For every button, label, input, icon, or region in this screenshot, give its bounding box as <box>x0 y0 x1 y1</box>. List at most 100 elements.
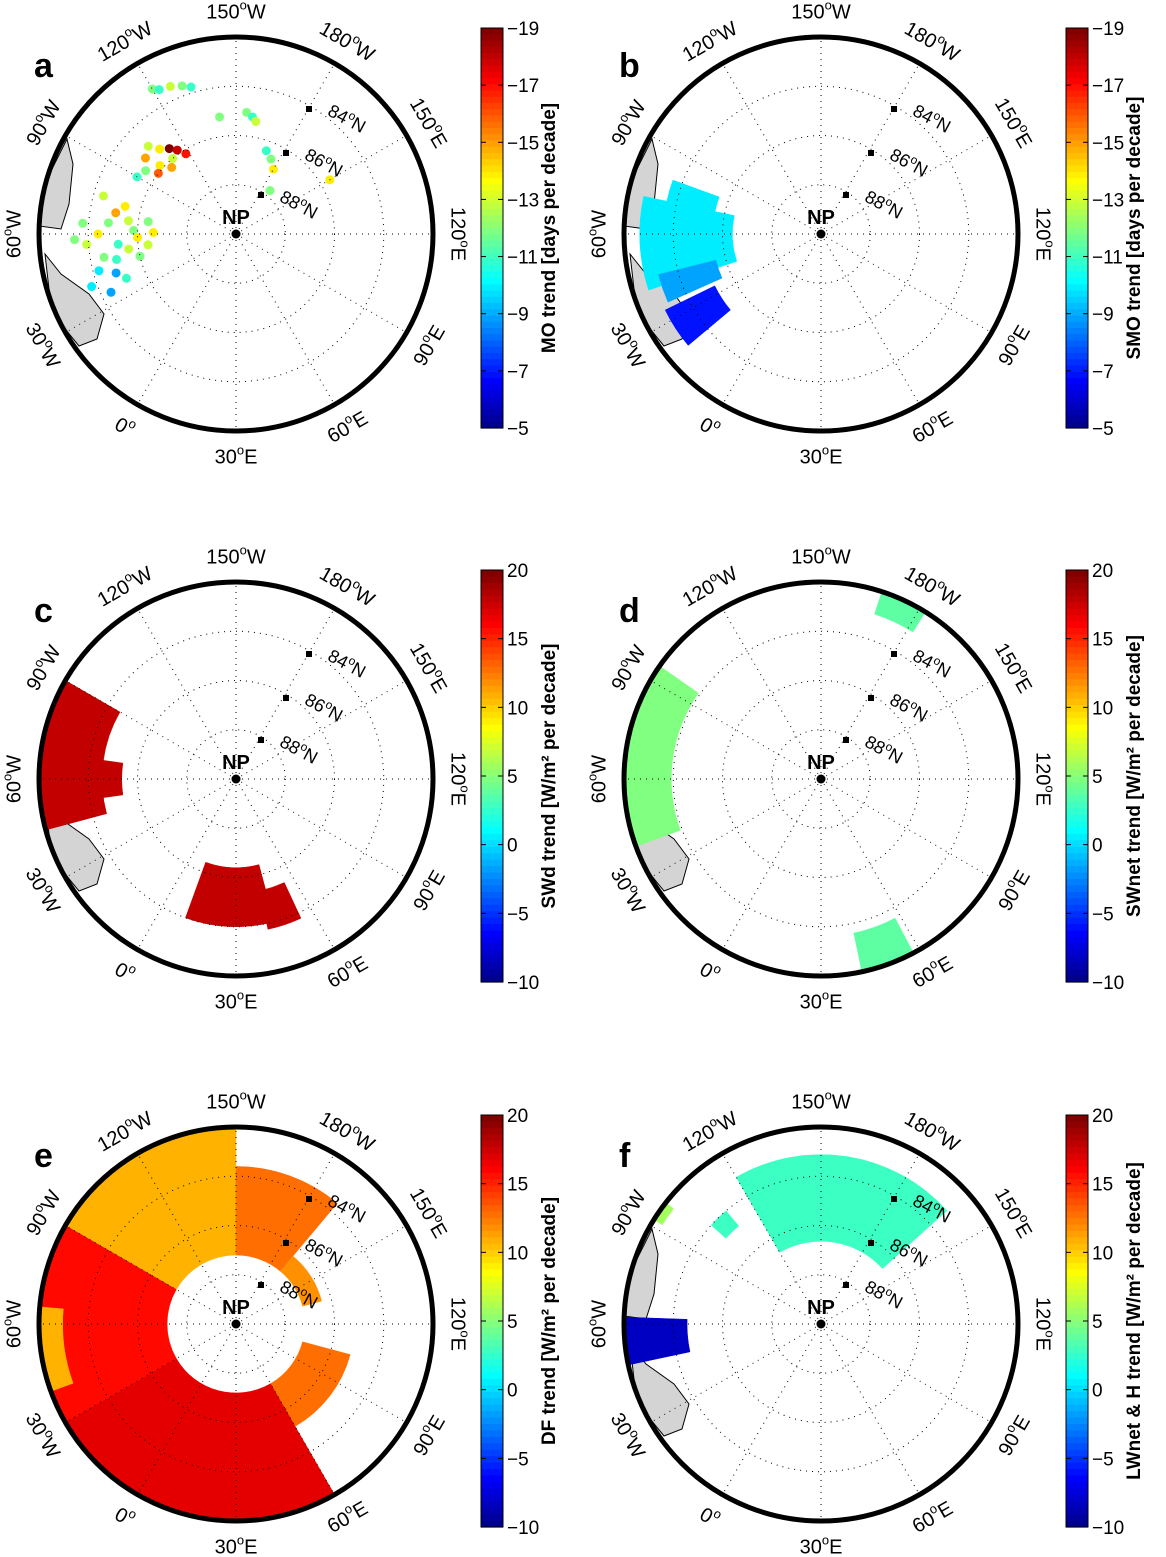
trend-sector <box>185 861 275 927</box>
colorbar-segment <box>481 647 503 655</box>
latitude-tick <box>283 695 289 701</box>
colorbar-segment <box>481 365 503 373</box>
colorbar-segment <box>1066 65 1088 73</box>
colorbar-segment <box>481 371 503 379</box>
colorbar-segment <box>481 1218 503 1226</box>
colorbar-segment <box>1066 421 1088 429</box>
colorbar-segment <box>1066 334 1088 342</box>
colorbar-segment <box>1066 1430 1088 1438</box>
longitude-label: 150oW <box>791 1087 851 1113</box>
longitude-label: 90oE <box>406 320 450 370</box>
data-point <box>129 225 139 235</box>
colorbar-segment <box>1066 378 1088 385</box>
colorbar-segment <box>1066 1243 1088 1251</box>
colorbar-segment <box>1066 134 1088 142</box>
colorbar-segment <box>1066 589 1088 597</box>
longitude-label: 30oE <box>215 1533 258 1557</box>
colorbar-segment <box>481 1321 503 1329</box>
meridian-gridline <box>235 778 407 878</box>
longitude-label: 90oW <box>19 1185 66 1240</box>
colorbar-segment <box>1066 615 1088 623</box>
colorbar-segment <box>481 59 503 67</box>
colorbar-segment <box>1066 711 1088 719</box>
longitude-label: 150oW <box>791 0 851 23</box>
colorbar-segment <box>1066 1340 1088 1348</box>
colorbar-segment <box>1066 296 1088 304</box>
colorbar-tick-label: 10 <box>507 1243 528 1264</box>
colorbar-segment <box>1066 159 1088 167</box>
colorbar-tick-label: −11 <box>507 248 538 269</box>
colorbar-segment <box>1066 315 1088 323</box>
colorbar-segment <box>1066 582 1088 590</box>
data-point <box>155 144 165 154</box>
data-point <box>70 235 80 245</box>
colorbar-segment <box>481 209 503 217</box>
colorbar-segment <box>1066 396 1088 404</box>
colorbar-segment <box>481 1462 503 1470</box>
colorbar-segment <box>1066 756 1088 764</box>
colorbar-segment <box>481 621 503 629</box>
colorbar-segment <box>481 309 503 317</box>
colorbar-segment <box>1066 1391 1088 1399</box>
colorbar-segment <box>1066 34 1088 42</box>
colorbar-segment <box>1066 1411 1088 1419</box>
data-point <box>106 287 116 297</box>
colorbar-tick-label: −7 <box>507 362 529 383</box>
data-point <box>167 162 177 172</box>
colorbar-segment <box>1066 1172 1088 1180</box>
colorbar-segment <box>1066 1160 1088 1168</box>
colorbar-segment <box>481 359 503 367</box>
colorbar-segment <box>481 1333 503 1341</box>
colorbar-segment <box>1066 146 1088 154</box>
colorbar-segment <box>481 40 503 48</box>
north-pole-label: NP <box>222 752 250 774</box>
colorbar-segment <box>1066 705 1088 713</box>
colorbar-tick-label: −7 <box>1092 362 1114 383</box>
colorbar-segment <box>481 1198 503 1206</box>
colorbar-segment <box>481 718 503 726</box>
colorbar-segment <box>1066 975 1088 983</box>
colorbar-segment <box>1066 795 1088 803</box>
colorbar-segment <box>481 853 503 861</box>
longitude-label: 60oE <box>907 404 957 448</box>
colorbar-segment <box>1066 846 1088 854</box>
colorbar-segment <box>1066 59 1088 67</box>
colorbar-segment <box>481 1205 503 1213</box>
colorbar-segment <box>481 1372 503 1380</box>
colorbar: −5 −7 −9 −11 −13 −15 −17 −19 MO trend [days per … <box>480 19 560 440</box>
latitude-gridline <box>186 1274 286 1374</box>
colorbar-segment <box>1066 1436 1088 1444</box>
colorbar-segment <box>481 146 503 154</box>
latitude-label: 86oN <box>302 688 347 726</box>
colorbar-segment <box>1066 1385 1088 1393</box>
colorbar-segment <box>481 776 503 784</box>
colorbar-segment <box>1066 602 1088 610</box>
longitude-label: 60oE <box>907 1494 957 1538</box>
data-point <box>133 232 143 242</box>
colorbar-segment <box>1066 814 1088 822</box>
colorbar-segment <box>1066 1185 1088 1193</box>
map-panel-c: NP84oN86oN88oN150oW180oW150oE120oE90oE60… <box>0 542 560 1013</box>
colorbar-segment <box>481 1501 503 1509</box>
colorbar-segment <box>1066 788 1088 796</box>
colorbar-segment <box>1066 1224 1088 1232</box>
colorbar-tick-label: −10 <box>507 1518 539 1539</box>
north-pole-marker <box>816 229 826 239</box>
colorbar-segment <box>481 1378 503 1386</box>
meridian-gridline <box>722 233 822 405</box>
colorbar-segment <box>1066 190 1088 198</box>
colorbar-segment <box>481 576 503 584</box>
colorbar-tick-label: −17 <box>507 76 539 97</box>
colorbar-segment <box>481 1230 503 1238</box>
colorbar-tick-label: −9 <box>1092 305 1114 326</box>
colorbar-segment <box>1066 1327 1088 1335</box>
north-pole-label: NP <box>807 207 835 229</box>
longitude-label: 60oE <box>907 949 957 993</box>
latitude-tick <box>891 1196 897 1202</box>
colorbar-segment <box>1066 340 1088 348</box>
panel-letter: c <box>34 592 53 630</box>
longitude-label: 60oW <box>0 755 25 803</box>
colorbar-segment <box>1066 1256 1088 1264</box>
data-point <box>261 146 271 156</box>
colorbar-tick-label: 20 <box>1092 561 1113 582</box>
